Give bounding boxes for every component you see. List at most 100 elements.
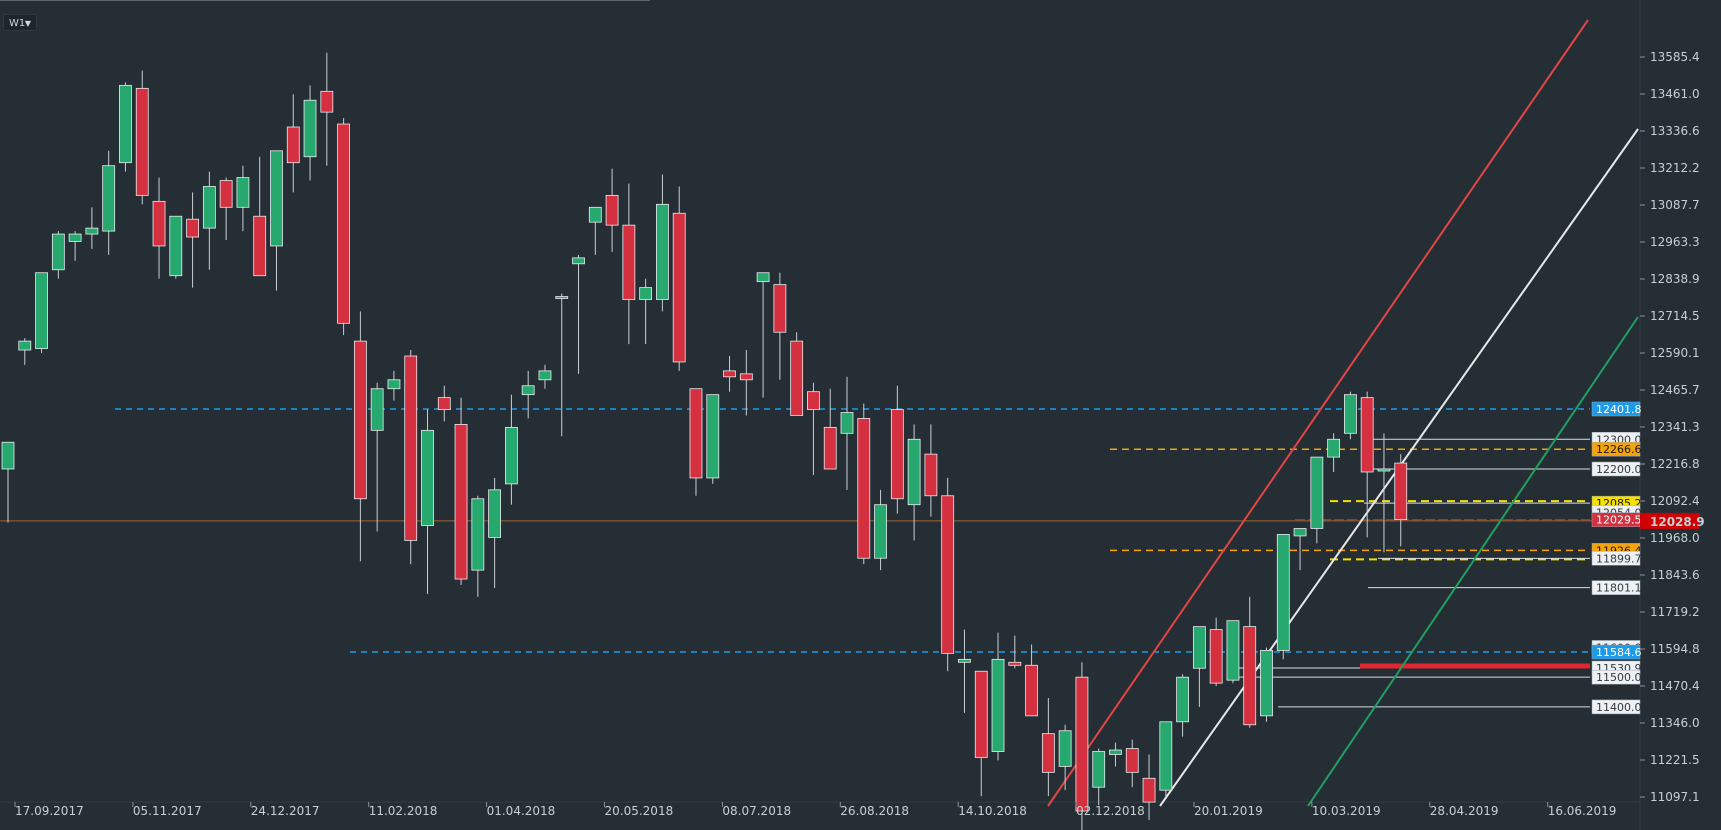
price-tag: 11801.1 (1591, 580, 1642, 595)
price-tag-label: 11801.1 (1596, 582, 1642, 595)
time-tick-label: 16.06.2019 (1548, 804, 1617, 818)
time-tick-label: 05.11.2017 (133, 804, 202, 818)
candle-body (1344, 394, 1357, 434)
timeframe-selector[interactable]: W1 ▼ (3, 14, 37, 31)
candle-body (790, 340, 804, 416)
candle-body (1243, 626, 1257, 726)
price-tag-box (1591, 441, 1641, 457)
candle-body (1192, 626, 1206, 669)
candle-body (807, 391, 820, 410)
candle-body (1360, 397, 1374, 473)
timeframe-label: W1 (9, 18, 26, 29)
time-tick-label: 02.12.2018 (1076, 804, 1145, 818)
candle-body (119, 84, 132, 164)
candle-body (1310, 456, 1324, 529)
price-tick-label: 11594.8 (1650, 642, 1700, 656)
price-tick-label: 13336.6 (1650, 124, 1700, 138)
candle-body (1159, 721, 1173, 791)
price-tick-label: 12838.9 (1650, 272, 1700, 286)
price-tick-label: 12714.5 (1650, 309, 1700, 323)
time-tick-label: 11.02.2018 (369, 804, 438, 818)
price-tag-label: 11899.7 (1596, 552, 1642, 565)
price-tag-box (1591, 669, 1641, 685)
candle-body (152, 200, 166, 247)
price-tag-box (1591, 699, 1641, 715)
candle-body (421, 429, 434, 526)
price-tag-label: 12266.6 (1596, 443, 1642, 456)
candle-body (68, 233, 82, 242)
candle-body (958, 658, 971, 663)
candle-body (1058, 730, 1072, 767)
candle-body (504, 426, 518, 485)
candle-body (639, 287, 653, 300)
price-tag-box (1591, 644, 1641, 660)
candle-body (488, 489, 502, 538)
time-tick-label: 20.05.2018 (605, 804, 674, 818)
candle-body (672, 212, 686, 363)
candle-body (186, 218, 199, 238)
price-tick-label: 11097.1 (1650, 790, 1700, 804)
price-tags: 12401.812300.012266.612200.012085.212054… (1591, 401, 1642, 715)
candle-body (874, 504, 887, 559)
time-tick-label: 01.04.2018 (487, 804, 556, 818)
candle-body (18, 340, 32, 351)
price-tag-label: 11400.0 (1596, 701, 1642, 714)
candle-body (890, 409, 904, 500)
candle-body (689, 388, 703, 479)
candle-body (219, 180, 233, 208)
candle-body (1092, 751, 1106, 788)
candle-body (1008, 661, 1022, 666)
price-tick-label: 13087.7 (1650, 198, 1700, 212)
time-tick-label: 14.10.2018 (958, 804, 1027, 818)
candle-body (555, 296, 569, 299)
price-tag: 12029.5 (1591, 512, 1642, 527)
time-tick-label: 20.01.2019 (1194, 804, 1263, 818)
price-tick-label: 13461.0 (1650, 87, 1700, 101)
candle-body (1276, 534, 1290, 651)
candle-body (974, 670, 988, 758)
time-axis: 17.09.2017 05.11.2017 24.12.2017 11.02.2018… (14, 802, 1617, 818)
candle-body (1025, 664, 1038, 717)
candle-body (387, 379, 401, 390)
time-tick-label: 26.08.2018 (840, 804, 909, 818)
time-tick-label: 10.03.2019 (1312, 804, 1381, 818)
candle-body (1176, 676, 1189, 723)
price-tag: 11899.7 (1591, 551, 1642, 566)
candle-body (303, 99, 317, 158)
price-tag-box (1591, 461, 1641, 477)
current-price-box (1640, 512, 1700, 529)
candle-body (169, 215, 183, 277)
candle-body (1327, 438, 1341, 458)
candle-body (1125, 748, 1139, 773)
price-tick-label: 11968.0 (1650, 531, 1700, 545)
candle-body (840, 412, 854, 434)
candle-body (572, 257, 585, 265)
candle-body (253, 215, 267, 277)
candle-body (437, 397, 451, 410)
candle-body (236, 177, 250, 208)
price-tick-label: 12590.1 (1650, 346, 1700, 360)
price-tick-label: 11346.0 (1650, 716, 1700, 730)
candle-body (1109, 749, 1122, 755)
candle-body (1226, 620, 1240, 681)
current-price-label: 12028.9 (1650, 515, 1705, 529)
candle-body (605, 195, 619, 226)
price-tick-label: 11221.5 (1650, 753, 1700, 767)
candle-body (51, 233, 65, 271)
candle-body (337, 123, 351, 324)
candle-body (135, 87, 149, 196)
candle-body (941, 495, 955, 654)
candle-body (454, 423, 468, 580)
price-tick-label: 13585.4 (1650, 50, 1700, 64)
price-tag: 11500.0 (1591, 669, 1642, 685)
time-tick-label: 28.04.2019 (1430, 804, 1499, 818)
candle-body (353, 340, 367, 500)
price-tag-label: 12029.5 (1596, 514, 1642, 527)
candle-body (370, 388, 384, 431)
price-tick-label: 12963.3 (1650, 235, 1700, 249)
candle-body (1209, 629, 1223, 684)
candle-body (857, 418, 871, 559)
price-tick-label: 11470.4 (1650, 679, 1700, 693)
